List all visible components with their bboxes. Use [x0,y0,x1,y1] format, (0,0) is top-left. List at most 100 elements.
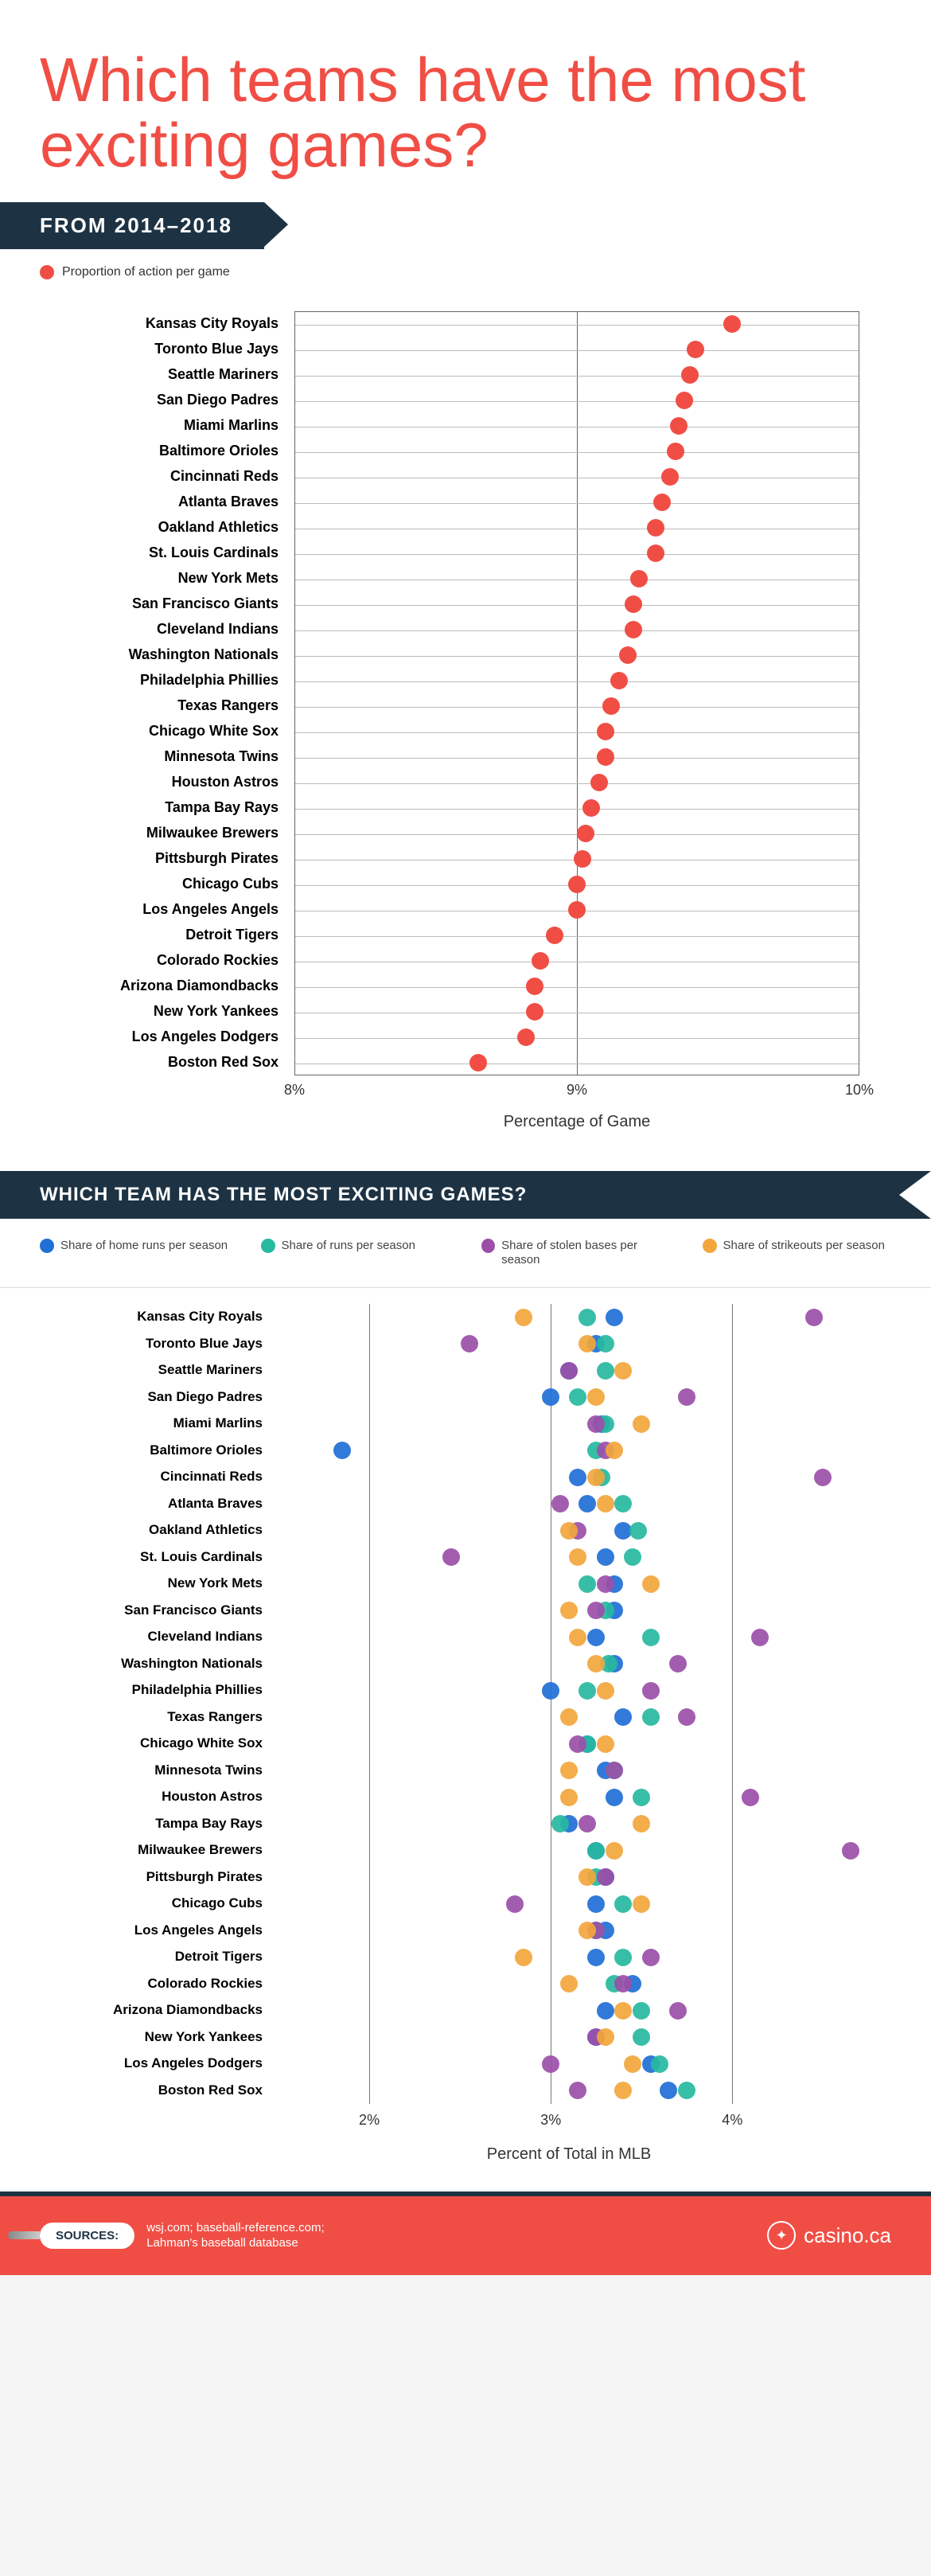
chart2-dot [597,1335,614,1352]
chart2-xtick-label: 2% [359,2112,380,2129]
chart2-row: Arizona Diamondbacks [40,1997,859,2024]
chart2-dot [587,1415,605,1433]
chart1-row: Colorado Rockies [40,948,859,974]
chart1-dot [577,825,594,842]
team-label: Kansas City Royals [40,1309,271,1325]
chart2-dot [814,1469,832,1486]
chart2-dot [560,1522,578,1540]
chart2-dot [606,1762,623,1779]
chart2-row: Tampa Bay Rays [40,1810,859,1836]
legend-item: Share of strikeouts per season [703,1239,892,1267]
team-label: Chicago White Sox [40,723,286,740]
legend-item: Share of runs per season [261,1239,450,1267]
chart2-dot [569,1629,586,1646]
main-title: Which teams have the most exciting games… [40,48,891,178]
chart2-dot [633,2028,650,2046]
chart2-dot [333,1442,351,1459]
team-label: Atlanta Braves [40,494,286,510]
chart2-dot [642,1682,660,1700]
chart1-row: Atlanta Braves [40,490,859,515]
chart2-dot [678,1388,695,1406]
chart2-dot [560,1708,578,1726]
legend-dot-icon [481,1239,495,1253]
team-label: Philadelphia Phillies [40,1682,271,1698]
team-label: Cleveland Indians [40,1629,271,1645]
legend-item-label: Share of home runs per season [60,1239,228,1253]
chart1-dot [667,443,684,460]
chart2-dot [842,1842,859,1860]
chart1-row: Los Angeles Dodgers [40,1025,859,1050]
team-label: Cincinnati Reds [40,1469,271,1485]
chart2-dot [614,2002,632,2020]
chart2-dot [642,1575,660,1593]
chart1-row: Toronto Blue Jays [40,337,859,362]
chart1-row: Cincinnati Reds [40,464,859,490]
chart1-xtick-label: 10% [845,1082,874,1099]
chart2-dot [461,1335,478,1352]
team-label: Chicago White Sox [40,1735,271,1751]
logo-icon: ✦ [767,2221,796,2250]
chart2-row: New York Mets [40,1571,859,1597]
chart2-dot [587,1895,605,1913]
chart1-dot [568,901,586,919]
chart2-dot [629,1522,647,1540]
chart2-dot [660,2082,677,2099]
chart1-xlabel: Percentage of Game [281,1113,651,1131]
sources-pill: SOURCES: [40,2223,134,2249]
chart1-dot [526,978,543,995]
legend-item: Share of home runs per season [40,1239,229,1267]
chart2-row: Los Angeles Dodgers [40,2051,859,2077]
chart2-legend: Share of home runs per season Share of ru… [0,1219,931,1288]
chart2-row: Los Angeles Angels [40,1917,859,1943]
chart2-dot [597,1682,614,1700]
team-label: Boston Red Sox [40,1054,286,1071]
chart2-dot [515,1309,532,1326]
chart2-row: Cincinnati Reds [40,1464,859,1490]
team-label: St. Louis Cardinals [40,1549,271,1565]
team-label: Los Angeles Angels [40,1922,271,1938]
sources-block: SOURCES: wsj.com; baseball-reference.com… [40,2220,325,2251]
date-range-banner: FROM 2014–2018 [0,202,264,249]
chart2-dot [560,1602,578,1619]
chart1-legend: Proportion of action per game [0,249,931,295]
team-label: New York Yankees [40,2029,271,2045]
chart2-dot [542,1388,559,1406]
chart2-dot [551,1815,569,1832]
chart1-dot [676,392,693,409]
chart1-row: Oakland Athletics [40,515,859,541]
team-label: Boston Red Sox [40,2082,271,2098]
team-label: Oakland Athletics [40,1522,271,1538]
chart1-dot [582,799,600,817]
chart1-dot [619,646,637,664]
chart2-row: Toronto Blue Jays [40,1330,859,1356]
chart1-row: Tampa Bay Rays [40,795,859,821]
chart1-row: Texas Rangers [40,693,859,719]
legend-label: Proportion of action per game [62,265,230,279]
chart2-dot [805,1309,823,1326]
legend-item-label: Share of stolen bases per season [501,1239,670,1267]
chart2-dot [624,1548,641,1566]
chart2-dot [669,2002,687,2020]
team-label: Baltimore Orioles [40,1442,271,1458]
chart1-dot [687,341,704,358]
team-label: Texas Rangers [40,1709,271,1725]
chart1-area: Percentage of Game 8%9%10%Kansas City Ro… [0,295,931,1155]
chart2-dot [614,1495,632,1512]
banner2-wrap: WHICH TEAM HAS THE MOST EXCITING GAMES? [0,1171,931,1219]
chart2-dot [587,1842,605,1860]
chart2-row: San Diego Padres [40,1384,859,1410]
legend-item: Share of stolen bases per season [481,1239,671,1267]
chart2-dot [587,1388,605,1406]
chart2-dot [515,1949,532,1966]
team-label: Colorado Rockies [40,952,286,969]
chart2-row: Atlanta Braves [40,1490,859,1516]
chart2-dot [542,1682,559,1700]
team-label: New York Mets [40,570,286,587]
team-label: Minnesota Twins [40,1762,271,1778]
chart2-row: Pittsburgh Pirates [40,1864,859,1890]
chart1-dot [532,952,549,970]
team-label: Chicago Cubs [40,1895,271,1911]
logo-text: casino.ca [804,2223,891,2248]
chart2-row: Chicago White Sox [40,1731,859,1757]
chart2-dot [560,1789,578,1806]
